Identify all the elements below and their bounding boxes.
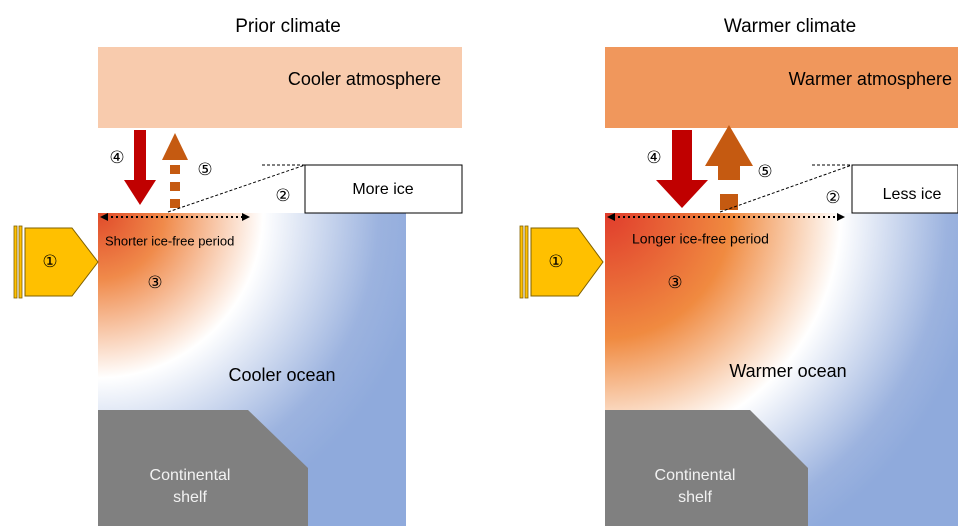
heat-arrow-up	[170, 182, 180, 191]
ocean-label: Warmer ocean	[729, 361, 846, 381]
period-arrow	[100, 213, 108, 221]
marker: ⑤	[197, 160, 212, 180]
inflow-stripe	[519, 225, 524, 299]
heat-arrow-up	[718, 166, 740, 180]
inflow-stripe	[524, 225, 529, 299]
heat-arrow-down	[134, 130, 146, 182]
ice-wedge	[719, 164, 853, 213]
panel-prior: Prior climate Cooler atmosphere Continen…	[13, 16, 463, 526]
atmosphere	[605, 47, 958, 128]
ice-label: More ice	[352, 181, 413, 198]
panel-title: Prior climate	[235, 16, 341, 37]
marker: ①	[548, 252, 563, 272]
ice-wedge	[167, 164, 306, 213]
marker: ③	[667, 273, 682, 293]
ice-box	[851, 164, 958, 214]
heat-arrow-down	[124, 180, 156, 205]
inflow-stripe	[13, 225, 18, 299]
ice-free-label: Shorter ice-free period	[105, 233, 234, 248]
ice-box	[304, 164, 463, 214]
marker: ②	[275, 186, 290, 206]
shelf-label: Continental	[150, 467, 231, 484]
inflow-stripe	[18, 225, 23, 299]
shelf	[605, 410, 808, 526]
marker: ①	[42, 252, 57, 272]
heat-arrow-up	[162, 133, 188, 160]
ocean-label: Cooler ocean	[228, 365, 335, 385]
shelf	[98, 410, 308, 526]
inflow-arrow	[530, 227, 604, 297]
atmosphere-label: Cooler atmosphere	[288, 69, 441, 89]
shelf-label: shelf	[678, 489, 712, 506]
panel-warmer: Warmer climate Warmer atmosphere Contine…	[519, 16, 958, 526]
marker: ④	[646, 148, 661, 168]
heat-arrow-up	[720, 194, 738, 210]
marker: ⑤	[757, 162, 772, 182]
marker: ④	[109, 148, 124, 168]
heat-arrow-down	[656, 180, 708, 208]
ice-free-label: Longer ice-free period	[632, 231, 769, 247]
marker: ③	[147, 273, 162, 293]
heat-arrow-up	[705, 125, 753, 166]
heat-arrow-up	[170, 165, 180, 174]
heat-arrow-down	[672, 130, 692, 182]
inflow-arrow	[24, 227, 99, 297]
period-arrow	[607, 213, 615, 221]
atmosphere-label: Warmer atmosphere	[789, 69, 952, 89]
atmosphere	[98, 47, 462, 128]
period-arrow	[242, 213, 250, 221]
heat-arrow-up	[170, 199, 180, 208]
shelf-label: Continental	[655, 467, 736, 484]
ice-label: Less ice	[883, 186, 942, 203]
shelf-label: shelf	[173, 489, 207, 506]
period-arrow	[837, 213, 845, 221]
marker: ②	[825, 188, 840, 208]
panel-title: Warmer climate	[724, 16, 856, 37]
